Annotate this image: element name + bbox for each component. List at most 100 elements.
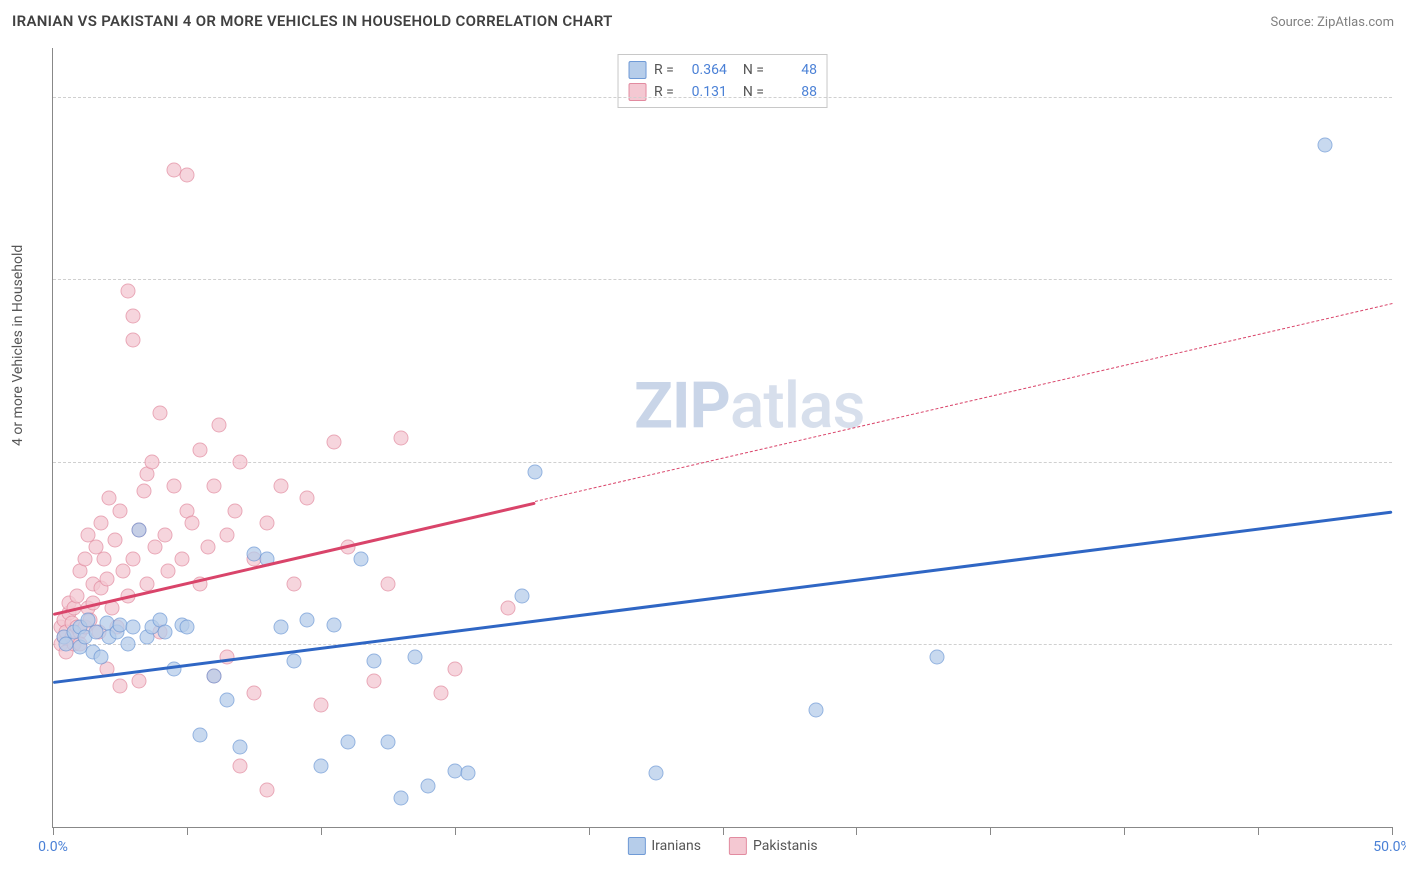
- scatter-point: [112, 503, 127, 518]
- scatter-point: [185, 515, 200, 530]
- regression-line-dashed: [535, 304, 1392, 503]
- x-tick: [589, 827, 590, 835]
- scatter-point: [145, 454, 160, 469]
- x-tick-label: 50.0%: [1373, 839, 1406, 855]
- scatter-point: [367, 654, 382, 669]
- scatter-point: [179, 167, 194, 182]
- chart-title: IRANIAN VS PAKISTANI 4 OR MORE VEHICLES …: [12, 12, 613, 30]
- x-tick: [455, 827, 456, 835]
- scatter-point: [287, 576, 302, 591]
- chart-container: IRANIAN VS PAKISTANI 4 OR MORE VEHICLES …: [0, 0, 1406, 892]
- stats-legend-row: R = 0.131 N = 88: [628, 81, 817, 103]
- x-tick: [990, 827, 991, 835]
- scatter-point: [353, 552, 368, 567]
- stats-legend: R = 0.364 N = 48 R = 0.131 N = 88: [617, 54, 828, 108]
- scatter-point: [107, 532, 122, 547]
- legend-item-pakistanis: Pakistanis: [729, 837, 818, 855]
- scatter-point: [179, 620, 194, 635]
- scatter-point: [648, 766, 663, 781]
- scatter-point: [94, 649, 109, 664]
- regression-line: [53, 511, 1392, 684]
- scatter-point: [228, 503, 243, 518]
- scatter-point: [327, 435, 342, 450]
- scatter-point: [147, 540, 162, 555]
- n-label: N =: [743, 59, 764, 81]
- scatter-point: [300, 613, 315, 628]
- scatter-point: [126, 552, 141, 567]
- scatter-point: [115, 564, 130, 579]
- scatter-point: [96, 552, 111, 567]
- scatter-point: [158, 527, 173, 542]
- r-label: R =: [654, 81, 674, 103]
- scatter-point: [1318, 138, 1333, 153]
- scatter-point: [287, 654, 302, 669]
- scatter-point: [131, 523, 146, 538]
- series-legend: Iranians Pakistanis: [627, 837, 817, 855]
- scatter-point: [220, 693, 235, 708]
- scatter-point: [260, 783, 275, 798]
- legend-swatch-pakistanis: [628, 83, 646, 101]
- scatter-point: [139, 576, 154, 591]
- scatter-point: [94, 515, 109, 530]
- scatter-point: [166, 479, 181, 494]
- chart-header: IRANIAN VS PAKISTANI 4 OR MORE VEHICLES …: [12, 12, 1394, 30]
- scatter-point: [380, 734, 395, 749]
- x-tick: [856, 827, 857, 835]
- scatter-point: [461, 766, 476, 781]
- scatter-point: [367, 673, 382, 688]
- scatter-point: [273, 479, 288, 494]
- scatter-point: [528, 464, 543, 479]
- x-tick: [1258, 827, 1259, 835]
- legend-swatch-iranians: [627, 837, 645, 855]
- scatter-point: [313, 759, 328, 774]
- scatter-point: [246, 686, 261, 701]
- scatter-point: [233, 759, 248, 774]
- scatter-point: [126, 620, 141, 635]
- scatter-point: [514, 588, 529, 603]
- x-tick: [53, 827, 54, 835]
- scatter-point: [233, 454, 248, 469]
- scatter-point: [212, 418, 227, 433]
- scatter-point: [220, 527, 235, 542]
- scatter-point: [420, 778, 435, 793]
- grid-line: [53, 644, 1392, 645]
- scatter-point: [327, 617, 342, 632]
- scatter-point: [313, 698, 328, 713]
- scatter-point: [126, 308, 141, 323]
- legend-item-iranians: Iranians: [627, 837, 701, 855]
- legend-label: Iranians: [651, 838, 701, 854]
- scatter-point: [434, 686, 449, 701]
- grid-line: [53, 279, 1392, 280]
- x-tick-label: 0.0%: [38, 839, 68, 855]
- legend-swatch-pakistanis: [729, 837, 747, 855]
- x-tick: [187, 827, 188, 835]
- scatter-point: [501, 600, 516, 615]
- x-tick: [723, 827, 724, 835]
- scatter-point: [300, 491, 315, 506]
- chart-plot-area: ZIPatlas R = 0.364 N = 48 R = 0.131 N = …: [52, 48, 1392, 828]
- legend-label: Pakistanis: [753, 838, 818, 854]
- scatter-point: [112, 678, 127, 693]
- scatter-point: [78, 552, 93, 567]
- scatter-point: [137, 484, 152, 499]
- scatter-point: [929, 649, 944, 664]
- y-axis-label: 4 or more Vehicles in Household: [10, 245, 26, 446]
- x-tick: [1124, 827, 1125, 835]
- scatter-point: [273, 620, 288, 635]
- grid-line: [53, 97, 1392, 98]
- n-value: 88: [772, 81, 817, 103]
- grid-line: [53, 462, 1392, 463]
- scatter-point: [120, 284, 135, 299]
- scatter-point: [394, 430, 409, 445]
- x-tick: [321, 827, 322, 835]
- scatter-point: [120, 637, 135, 652]
- scatter-point: [340, 734, 355, 749]
- scatter-point: [809, 703, 824, 718]
- stats-legend-row: R = 0.364 N = 48: [628, 59, 817, 81]
- scatter-point: [206, 669, 221, 684]
- x-tick: [1392, 827, 1393, 835]
- scatter-point: [131, 673, 146, 688]
- n-label: N =: [743, 81, 764, 103]
- scatter-point: [174, 552, 189, 567]
- scatter-point: [447, 661, 462, 676]
